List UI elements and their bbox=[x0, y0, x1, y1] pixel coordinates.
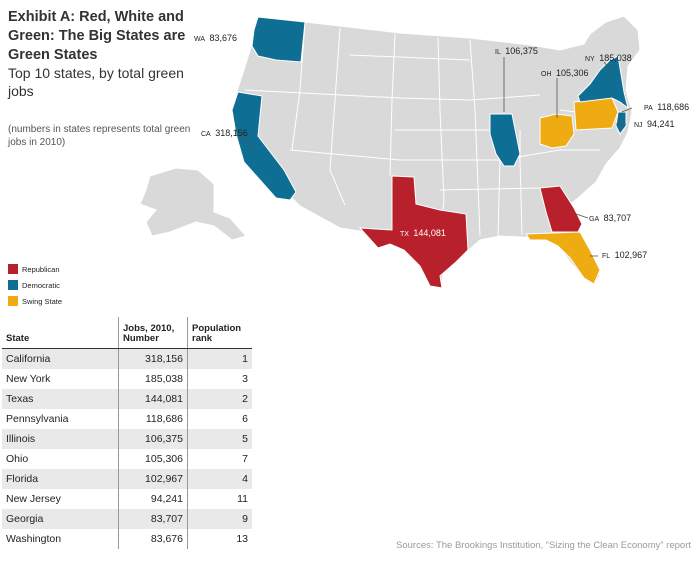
label-ga: GA 83,707 bbox=[589, 208, 631, 225]
cell-state: New York bbox=[6, 373, 51, 385]
legend-item-democratic: Democratic bbox=[8, 278, 62, 292]
legend-swatch-republican bbox=[8, 264, 18, 274]
cell-state: Texas bbox=[2, 389, 119, 409]
table-row: Ohio 105,306 7 bbox=[2, 449, 252, 469]
state-texas bbox=[358, 175, 469, 289]
state-new-york bbox=[577, 55, 629, 110]
cell-jobs: 83,707 bbox=[118, 509, 188, 529]
legend-swatch-democratic bbox=[8, 280, 18, 290]
leader-lines bbox=[238, 57, 633, 257]
table-header-row: State Jobs, 2010, Number Population rank bbox=[2, 317, 252, 349]
label-fl: FL 102,967 bbox=[602, 245, 647, 262]
cell-rank: 5 bbox=[187, 429, 252, 449]
cell-jobs: 106,375 bbox=[118, 429, 188, 449]
cell-state: Washington bbox=[6, 533, 62, 545]
cell-rank: 7 bbox=[187, 449, 252, 469]
legend-label: Democratic bbox=[22, 280, 60, 290]
cell-state: Illinois bbox=[2, 429, 119, 449]
cell-rank: 11 bbox=[187, 489, 252, 509]
jobs-table: State Jobs, 2010, Number Population rank… bbox=[2, 317, 252, 549]
label-nj: NJ 94,241 bbox=[634, 114, 675, 131]
legend-item-swing: Swing State bbox=[8, 294, 62, 308]
cell-state: Ohio bbox=[6, 453, 29, 465]
legend-swatch-swing bbox=[8, 296, 18, 306]
label-pa: PA 118,686 bbox=[644, 97, 689, 114]
cell-jobs: 105,306 bbox=[118, 449, 188, 469]
state-washington bbox=[251, 16, 306, 63]
header-jobs: Jobs, 2010, Number bbox=[118, 317, 188, 349]
cell-jobs: 318,156 bbox=[118, 348, 188, 369]
header-state: State bbox=[2, 317, 119, 349]
label-wa: WA 83,676 bbox=[194, 28, 237, 45]
cell-state: Pennsylvania bbox=[6, 413, 69, 425]
label-il: IL 106,375 bbox=[495, 41, 538, 58]
cell-rank: 6 bbox=[187, 409, 252, 429]
legend-label: Swing State bbox=[22, 296, 63, 306]
legend-item-republican: Republican bbox=[8, 262, 62, 276]
label-ny: NY 185,038 bbox=[585, 48, 632, 65]
table-row: Florida 102,967 4 bbox=[2, 469, 252, 489]
table-row: Pennsylvania 118,686 6 bbox=[2, 409, 252, 429]
state-ohio bbox=[539, 113, 575, 149]
cell-state: New Jersey bbox=[6, 493, 61, 505]
label-oh: OH 105,306 bbox=[541, 63, 589, 80]
cell-rank: 13 bbox=[187, 529, 252, 549]
state-florida bbox=[525, 231, 601, 285]
cell-state: Georgia bbox=[2, 509, 119, 529]
cell-jobs: 94,241 bbox=[118, 489, 188, 509]
cell-jobs: 144,081 bbox=[118, 389, 188, 409]
cell-rank: 1 bbox=[187, 348, 252, 369]
source-note: Sources: The Brookings Institution, “Siz… bbox=[396, 540, 691, 551]
cell-jobs: 102,967 bbox=[118, 469, 188, 489]
table-row: Texas 144,081 2 bbox=[2, 389, 252, 409]
label-tx: TX 144,081 bbox=[400, 223, 446, 240]
table-row: New Jersey 94,241 11 bbox=[2, 489, 252, 509]
state-california bbox=[231, 91, 297, 201]
cell-jobs: 83,676 bbox=[118, 529, 188, 549]
table-row: Illinois 106,375 5 bbox=[2, 429, 252, 449]
state-georgia bbox=[539, 185, 583, 233]
cell-rank: 4 bbox=[187, 469, 252, 489]
header-rank: Population rank bbox=[187, 317, 252, 349]
map-note: (numbers in states represents total gree… bbox=[8, 124, 191, 148]
cell-jobs: 185,038 bbox=[118, 369, 188, 389]
state-illinois bbox=[489, 113, 521, 167]
us-mainland bbox=[235, 15, 641, 289]
exhibit-title: Exhibit A: Red, White and Green: The Big… bbox=[8, 9, 186, 63]
table-row: New York 185,038 3 bbox=[2, 369, 252, 389]
table-row: California 318,156 1 bbox=[2, 348, 252, 369]
cell-rank: 2 bbox=[187, 389, 252, 409]
table-row: Georgia 83,707 9 bbox=[2, 509, 252, 529]
cell-rank: 9 bbox=[187, 509, 252, 529]
cell-state: Florida bbox=[2, 469, 119, 489]
legend: Republican Democratic Swing State bbox=[8, 262, 62, 310]
state-pennsylvania bbox=[573, 97, 619, 131]
table-row: Washington 83,676 13 bbox=[2, 529, 252, 549]
label-ca: CA 318,156 bbox=[201, 123, 248, 140]
cell-jobs: 118,686 bbox=[118, 409, 188, 429]
cell-rank: 3 bbox=[187, 369, 252, 389]
alaska bbox=[139, 167, 247, 241]
cell-state: California bbox=[2, 348, 119, 369]
exhibit-subtitle: Top 10 states, by total green jobs bbox=[8, 65, 184, 99]
legend-label: Republican bbox=[22, 264, 60, 274]
us-map: WA 83,676 CA 318,156 TX 144,081 IL 106,3… bbox=[139, 15, 689, 289]
